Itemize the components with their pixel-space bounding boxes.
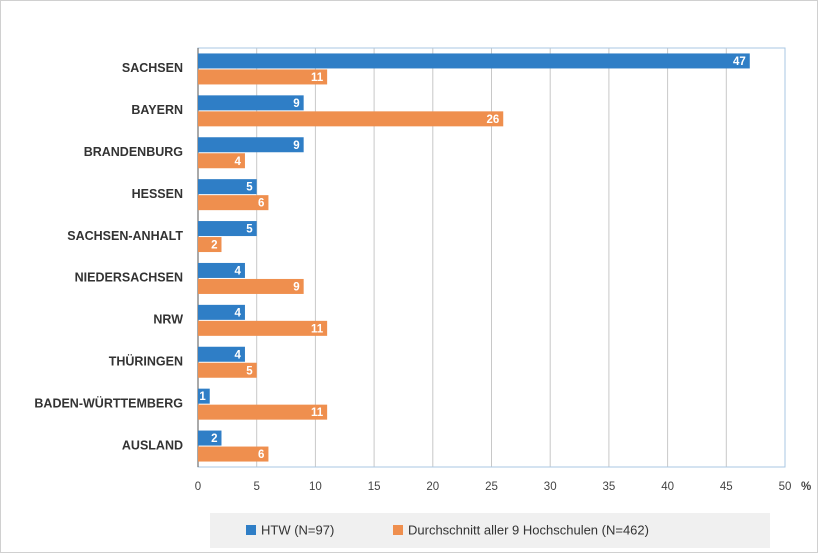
data-label: 11 (311, 407, 324, 419)
x-tick-label: 15 (368, 481, 381, 493)
data-label: 1 (199, 391, 206, 403)
y-tick-label: HESSEN (132, 187, 183, 201)
bar (198, 278, 304, 294)
x-tick-label: 0 (195, 481, 201, 493)
data-label: 47 (733, 56, 746, 68)
data-label: 2 (211, 433, 217, 445)
data-label: 5 (246, 182, 253, 194)
x-tick-label: 40 (661, 481, 674, 493)
bar (198, 237, 222, 253)
y-tick-label: BADEN-WÜRTTEMBERG (34, 395, 183, 410)
bar (198, 304, 245, 320)
x-tick-label: 10 (309, 481, 322, 493)
data-label: 4 (235, 349, 242, 361)
legend-label: HTW (N=97) (261, 522, 334, 537)
data-label: 5 (246, 365, 253, 377)
bar (198, 195, 269, 211)
bar (198, 95, 304, 111)
x-tick-label: 50 (779, 481, 792, 493)
x-tick-label: 30 (544, 481, 557, 493)
y-tick-label: BAYERN (131, 103, 183, 117)
y-tick-label: NRW (153, 313, 183, 327)
x-axis-label: % (801, 481, 811, 493)
data-label: 6 (258, 198, 264, 210)
bar (198, 388, 210, 404)
bar (198, 221, 257, 237)
y-tick-label: THÜRINGEN (109, 354, 183, 369)
legend-swatch (393, 525, 403, 535)
data-label: 9 (293, 140, 299, 152)
bar (198, 404, 328, 420)
bar (198, 179, 257, 195)
x-tick-label: 45 (720, 481, 733, 493)
x-tick-label: 25 (485, 481, 498, 493)
y-tick-label: SACHSEN (122, 61, 183, 75)
data-label: 9 (293, 281, 299, 293)
data-label: 4 (235, 156, 242, 168)
bar (198, 346, 245, 362)
x-tick-label: 35 (603, 481, 616, 493)
x-tick-label: 5 (253, 481, 259, 493)
legend-box (210, 513, 770, 548)
data-label: 4 (235, 265, 242, 277)
data-label: 6 (258, 449, 264, 461)
y-tick-label: BRANDENBURG (84, 145, 183, 159)
bar (198, 111, 504, 127)
data-label: 2 (211, 240, 217, 252)
x-tick-label: 20 (426, 481, 439, 493)
bar (198, 320, 328, 336)
y-tick-label: SACHSEN-ANHALT (67, 229, 183, 243)
y-tick-label: AUSLAND (122, 438, 183, 452)
bar (198, 69, 328, 85)
data-label: 9 (293, 98, 299, 110)
bar (198, 153, 245, 169)
legend-swatch (246, 525, 256, 535)
bar (198, 137, 304, 153)
y-tick-label: NIEDERSACHSEN (75, 271, 183, 285)
data-label: 4 (235, 307, 242, 319)
data-label: 5 (246, 224, 253, 236)
bar (198, 362, 257, 378)
bar (198, 446, 269, 462)
bar (198, 430, 222, 446)
data-label: 11 (311, 323, 324, 335)
data-label: 11 (311, 72, 324, 84)
legend-label: Durchschnitt aller 9 Hochschulen (N=462) (408, 522, 649, 537)
bar (198, 262, 245, 278)
bar (198, 53, 750, 69)
data-label: 26 (486, 114, 499, 126)
